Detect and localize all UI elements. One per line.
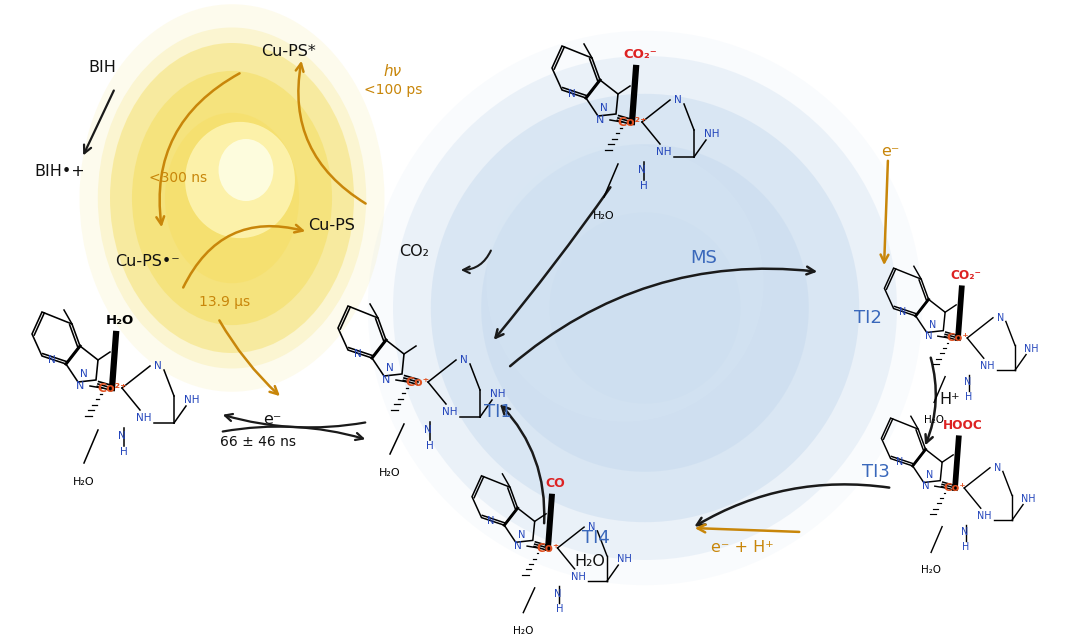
Text: NH: NH — [1024, 344, 1039, 354]
Text: H₂O: H₂O — [593, 211, 615, 221]
Text: Co⁺: Co⁺ — [944, 483, 967, 493]
Text: N: N — [674, 95, 681, 105]
Text: N: N — [997, 313, 1004, 322]
Circle shape — [393, 56, 897, 560]
Text: CO₂⁻: CO₂⁻ — [950, 269, 981, 282]
Text: N: N — [387, 363, 394, 373]
Text: <300 ns: <300 ns — [149, 171, 207, 185]
Text: N: N — [49, 355, 56, 365]
Text: N: N — [354, 349, 362, 359]
Text: N: N — [487, 516, 495, 527]
Text: e⁻: e⁻ — [262, 413, 281, 427]
Text: N: N — [118, 431, 126, 441]
Text: CO: CO — [545, 477, 566, 490]
Ellipse shape — [185, 122, 295, 238]
Text: N: N — [960, 527, 968, 537]
Text: BIH•+: BIH•+ — [35, 165, 85, 179]
Circle shape — [368, 31, 922, 585]
Text: H: H — [120, 447, 127, 457]
Text: Cu-PS*: Cu-PS* — [260, 45, 315, 60]
Text: NH: NH — [185, 395, 200, 405]
Text: H₂O: H₂O — [513, 626, 534, 636]
Text: NH: NH — [1022, 494, 1036, 504]
Text: N: N — [382, 375, 390, 385]
Text: H₂O: H₂O — [921, 565, 941, 576]
Text: Co²⁺: Co²⁺ — [97, 382, 126, 394]
Text: NH: NH — [617, 555, 632, 564]
Text: TI2: TI2 — [854, 309, 882, 327]
Text: CO₂: CO₂ — [400, 244, 429, 259]
Text: Co⁺: Co⁺ — [406, 375, 430, 389]
Text: N: N — [600, 103, 608, 113]
Text: H: H — [966, 392, 973, 402]
Text: H: H — [427, 441, 434, 451]
Text: N: N — [994, 463, 1001, 473]
Text: N: N — [638, 165, 646, 175]
Text: N: N — [900, 307, 906, 317]
Text: H: H — [555, 604, 563, 614]
Text: NH: NH — [490, 389, 505, 399]
Text: N: N — [554, 588, 562, 598]
Text: CO₂⁻: CO₂⁻ — [623, 48, 657, 60]
Circle shape — [550, 212, 741, 404]
Text: N: N — [424, 425, 432, 435]
Text: HOOC: HOOC — [943, 419, 982, 432]
Text: H₂O: H₂O — [575, 555, 606, 569]
Text: hν: hν — [383, 64, 402, 80]
Text: H₂O: H₂O — [106, 314, 134, 326]
Ellipse shape — [218, 139, 273, 201]
Text: MS: MS — [690, 249, 717, 267]
Text: 66 ± 46 ns: 66 ± 46 ns — [220, 435, 296, 449]
Ellipse shape — [110, 43, 354, 353]
Text: N: N — [596, 115, 604, 125]
Text: NH: NH — [571, 572, 585, 581]
Text: e⁻: e⁻ — [881, 144, 900, 160]
Text: H: H — [962, 542, 970, 552]
Ellipse shape — [80, 4, 384, 392]
Text: TI4: TI4 — [582, 529, 610, 547]
Text: H: H — [640, 181, 648, 191]
Text: N: N — [924, 331, 932, 341]
Circle shape — [482, 144, 809, 472]
Text: NH: NH — [704, 129, 719, 139]
Text: NH: NH — [977, 511, 991, 521]
Text: N: N — [80, 369, 87, 379]
Text: NH: NH — [981, 361, 995, 371]
Circle shape — [431, 93, 860, 522]
Text: H₂O: H₂O — [379, 468, 401, 478]
Text: N: N — [568, 89, 576, 99]
Ellipse shape — [165, 113, 299, 283]
Text: e⁻ + H⁺: e⁻ + H⁺ — [711, 541, 773, 555]
Circle shape — [486, 144, 764, 422]
Text: BIH: BIH — [89, 60, 116, 76]
Text: N: N — [963, 377, 971, 387]
Text: TI1: TI1 — [484, 403, 512, 421]
Text: Co⁺: Co⁺ — [947, 333, 969, 343]
Text: NH: NH — [657, 147, 672, 157]
Text: N: N — [517, 530, 525, 540]
Text: 13.9 μs: 13.9 μs — [200, 295, 251, 309]
Text: N: N — [154, 361, 162, 371]
Text: NH: NH — [442, 407, 458, 417]
Text: Cu-PS•⁻: Cu-PS•⁻ — [116, 254, 180, 270]
Ellipse shape — [132, 71, 332, 325]
Text: Cu-PS: Cu-PS — [309, 218, 355, 233]
Text: H₂O: H₂O — [924, 415, 944, 425]
Text: <100 ps: <100 ps — [364, 83, 422, 97]
Text: NH: NH — [136, 413, 152, 423]
Text: N: N — [896, 457, 904, 467]
Text: Co²⁺: Co²⁺ — [617, 116, 647, 128]
Text: H⁺: H⁺ — [940, 392, 960, 408]
Text: N: N — [76, 381, 84, 391]
Text: N: N — [921, 481, 930, 491]
Text: N: N — [929, 320, 936, 330]
Text: H₂O: H₂O — [73, 477, 95, 487]
Text: N: N — [514, 541, 522, 551]
Text: Co⁺: Co⁺ — [537, 541, 559, 555]
Text: N: N — [460, 355, 468, 365]
Text: N: N — [926, 470, 933, 480]
Text: TI3: TI3 — [862, 463, 890, 481]
Ellipse shape — [98, 27, 366, 368]
Text: N: N — [588, 522, 595, 532]
